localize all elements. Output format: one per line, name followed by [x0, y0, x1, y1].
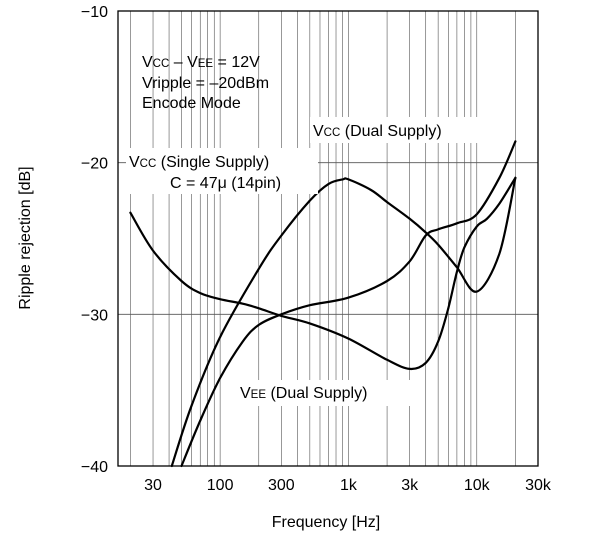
label-bg-vcc-dual [310, 117, 486, 143]
annotations: VCC – VEE = 12V Vripple = –20dBm Encode … [126, 54, 486, 406]
y-axis-title: Ripple rejection [dB] [17, 166, 34, 309]
y-tick-label: −30 [81, 307, 108, 324]
x-axis-title: Frequency [Hz] [272, 514, 380, 531]
x-tick-label: 100 [207, 477, 234, 494]
curves [129, 140, 517, 468]
curve-vee-dual-supply [180, 140, 517, 468]
y-tick-label: −10 [81, 4, 108, 21]
curve-vcc-single-supply [129, 176, 517, 371]
curve-vcc-dual-supply [170, 176, 517, 468]
x-tick-label: 30 [144, 477, 162, 494]
label-bg-vee-dual [236, 380, 412, 406]
y-tick-labels: −10 −20 −30 −40 [81, 4, 108, 476]
x-tick-label: 3k [401, 477, 419, 494]
annotation-supply-voltage: VCC – VEE = 12V [142, 54, 260, 71]
label-vee-dual-supply: VEE (Dual Supply) [240, 385, 367, 402]
annotation-mode: Encode Mode [142, 95, 241, 112]
y-tick-label: −20 [81, 156, 108, 173]
label-vcc-single-supply: VCC (Single Supply) [129, 154, 269, 171]
y-tick-label: −40 [81, 459, 108, 476]
plot-frame [117, 10, 539, 467]
label-capacitor-value: C = 47μ (14pin) [170, 175, 281, 192]
x-tick-labels: 30 100 300 1k 3k 10k 30k [144, 477, 552, 494]
label-vcc-dual-supply: VCC (Dual Supply) [313, 123, 442, 140]
x-tick-label: 300 [268, 477, 295, 494]
x-tick-label: 1k [340, 477, 358, 494]
x-tick-label: 30k [525, 477, 552, 494]
label-bg-vcc-single [126, 148, 318, 194]
annotation-ripple-level: Vripple = –20dBm [142, 75, 269, 92]
x-tick-label: 10k [464, 477, 491, 494]
